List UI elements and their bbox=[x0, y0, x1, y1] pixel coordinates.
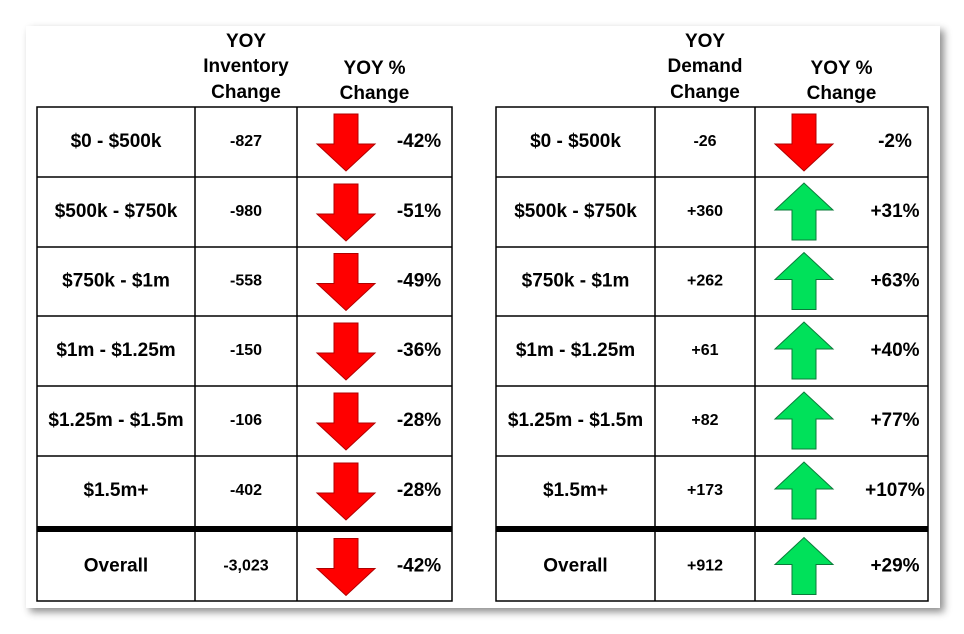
table-border bbox=[36, 106, 453, 602]
yoy-percent: +31% bbox=[870, 201, 919, 222]
column-header: Change bbox=[211, 82, 281, 103]
price-range: $750k - $1m bbox=[522, 271, 630, 292]
yoy-percent: -42% bbox=[397, 556, 441, 577]
yoy-change: +360 bbox=[687, 203, 723, 220]
yoy-percent: -36% bbox=[397, 340, 441, 361]
column-header: Inventory bbox=[203, 56, 289, 77]
up-arrow bbox=[773, 251, 835, 310]
yoy-percent: +77% bbox=[870, 410, 919, 431]
price-range: $0 - $500k bbox=[71, 131, 162, 152]
yoy-change: -558 bbox=[230, 273, 262, 290]
down-arrow bbox=[773, 113, 835, 172]
price-range: Overall bbox=[543, 556, 607, 577]
price-range: $1.25m - $1.5m bbox=[508, 410, 643, 431]
yoy-percent: -51% bbox=[397, 201, 441, 222]
yoy-change: +61 bbox=[691, 342, 718, 359]
up-arrow bbox=[773, 391, 835, 450]
column-header: YOY bbox=[685, 31, 725, 52]
yoy-change: -150 bbox=[230, 342, 262, 359]
column-header: YOY % bbox=[344, 58, 406, 79]
yoy-change: +173 bbox=[687, 482, 723, 499]
down-arrow bbox=[315, 462, 377, 521]
price-range: $500k - $750k bbox=[55, 201, 178, 222]
up-arrow bbox=[773, 182, 835, 241]
yoy-change: -3,023 bbox=[223, 558, 268, 575]
yoy-change: -106 bbox=[230, 412, 262, 429]
down-arrow bbox=[315, 113, 377, 172]
up-arrow bbox=[773, 321, 835, 380]
yoy-change: +262 bbox=[687, 273, 723, 290]
price-range: $750k - $1m bbox=[62, 271, 170, 292]
yoy-percent: -28% bbox=[397, 410, 441, 431]
price-range: $1.5m+ bbox=[84, 480, 149, 501]
panel bbox=[26, 26, 940, 608]
yoy-percent: +40% bbox=[870, 340, 919, 361]
yoy-percent: -42% bbox=[397, 131, 441, 152]
yoy-change: -26 bbox=[693, 133, 716, 150]
yoy-percent: -49% bbox=[397, 271, 441, 292]
yoy-change: -402 bbox=[230, 482, 262, 499]
yoy-change: -980 bbox=[230, 203, 262, 220]
yoy-percent: +63% bbox=[870, 271, 919, 292]
yoy-change: -827 bbox=[230, 133, 262, 150]
price-range: $0 - $500k bbox=[530, 131, 621, 152]
price-range: $1m - $1.25m bbox=[516, 340, 635, 361]
column-header: Change bbox=[340, 83, 410, 104]
price-range: $1.25m - $1.5m bbox=[48, 410, 183, 431]
yoy-percent: -28% bbox=[397, 480, 441, 501]
column-header: Change bbox=[807, 83, 877, 104]
yoy-change: +912 bbox=[687, 558, 723, 575]
column-header: Demand bbox=[668, 56, 743, 77]
column-header: YOY bbox=[226, 31, 266, 52]
up-arrow bbox=[773, 536, 835, 595]
yoy-change: +82 bbox=[691, 412, 718, 429]
yoy-percent: +29% bbox=[870, 556, 919, 577]
yoy-percent: -2% bbox=[878, 131, 912, 152]
down-arrow bbox=[315, 253, 377, 312]
column-header: Change bbox=[670, 82, 740, 103]
total-separator bbox=[37, 526, 452, 532]
up-arrow bbox=[773, 461, 835, 520]
table-border bbox=[495, 106, 929, 602]
total-separator bbox=[496, 526, 928, 532]
column-header: YOY % bbox=[811, 58, 873, 79]
down-arrow bbox=[315, 538, 377, 597]
price-range: $1.5m+ bbox=[543, 480, 608, 501]
price-range: $1m - $1.25m bbox=[56, 340, 175, 361]
yoy-percent: +107% bbox=[865, 480, 925, 501]
price-range: $500k - $750k bbox=[514, 201, 637, 222]
down-arrow bbox=[315, 322, 377, 381]
price-range: Overall bbox=[84, 556, 148, 577]
down-arrow bbox=[315, 183, 377, 242]
down-arrow bbox=[315, 392, 377, 451]
